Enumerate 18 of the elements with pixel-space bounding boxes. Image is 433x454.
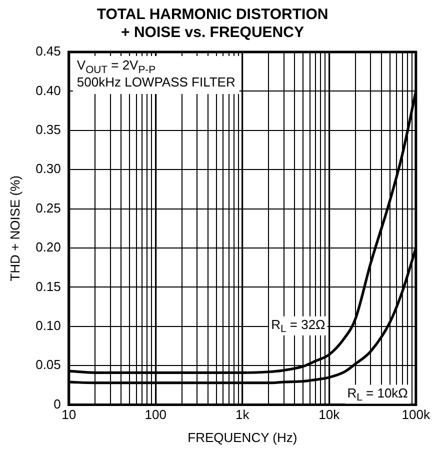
x-tick-label: 100k (402, 407, 430, 422)
x-tick-label: 10 (62, 407, 76, 422)
y-tick-label: 0.35 (36, 122, 61, 137)
x-tick-label: 100 (144, 407, 167, 422)
y-tick-label: 0.15 (36, 278, 61, 294)
y-tick-label: 0.10 (36, 318, 61, 333)
y-tick-label: 0.30 (36, 161, 61, 176)
y-tick-label: 0.20 (36, 240, 61, 255)
x-axis-title: FREQUENCY (Hz) (188, 430, 298, 445)
x-tick-label: 1k (236, 407, 250, 422)
y-tick-label: 0.05 (36, 357, 61, 372)
y-tick-label: 0.45 (36, 44, 61, 59)
x-tick-label: 10k (318, 407, 340, 422)
y-axis-title: THD + NOISE (%) (7, 175, 22, 282)
y-tick-label: 0.25 (36, 200, 61, 216)
chart-title: TOTAL HARMONIC DISTORTION + NOISE vs. FREQUENCY (96, 6, 328, 42)
y-tick-label: 0 (54, 396, 61, 412)
y-tick-label: 0.40 (36, 82, 61, 98)
